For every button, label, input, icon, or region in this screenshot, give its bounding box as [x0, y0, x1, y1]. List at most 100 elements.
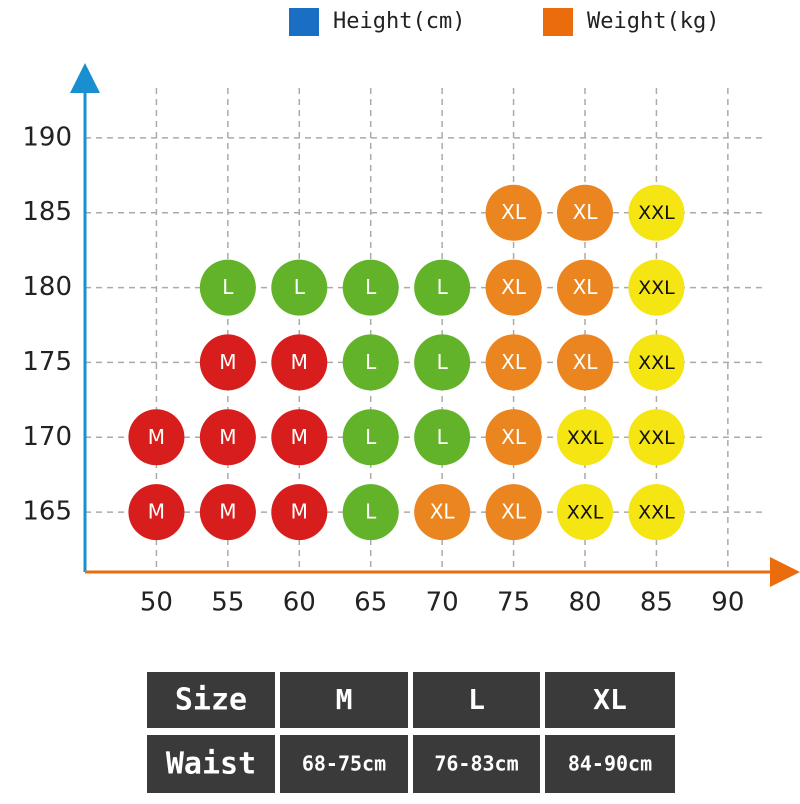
x-tick-label: 90 — [711, 588, 744, 618]
size-label: XXL — [638, 502, 675, 524]
size-label: M — [219, 350, 236, 374]
size-point — [557, 184, 613, 241]
size-label: XL — [501, 500, 527, 524]
size-point — [342, 334, 399, 391]
size-label: M — [291, 425, 308, 449]
row-header: Size — [175, 683, 247, 718]
legend-swatch — [543, 8, 573, 36]
size-label: L — [365, 500, 377, 524]
size-point — [199, 484, 256, 541]
x-tick-label: 55 — [211, 588, 244, 618]
table-cell — [545, 735, 675, 793]
size-point — [628, 259, 685, 316]
size-label: L — [437, 425, 449, 449]
y-tick-label: 185 — [22, 197, 72, 227]
table-value: M — [336, 683, 353, 716]
legend-label: Weight(kg) — [587, 9, 719, 34]
y-tick-label: 165 — [22, 497, 72, 527]
size-point — [628, 484, 685, 541]
table-cell — [147, 735, 275, 793]
size-label: XL — [501, 275, 527, 299]
size-label: L — [294, 275, 306, 299]
size-point — [557, 334, 613, 391]
size-point — [628, 409, 685, 466]
size-point — [128, 409, 185, 466]
size-point — [628, 334, 685, 391]
size-label: L — [437, 275, 449, 299]
table-value: L — [468, 683, 485, 716]
table-cell — [280, 672, 408, 728]
table-value: 68-75cm — [302, 752, 386, 776]
size-label: M — [219, 425, 236, 449]
size-label: M — [291, 500, 308, 524]
size-label: L — [365, 425, 377, 449]
size-point — [485, 184, 542, 241]
size-label: L — [222, 275, 234, 299]
x-tick-label: 85 — [640, 588, 673, 618]
size-point — [414, 409, 471, 466]
x-tick-label: 65 — [354, 588, 387, 618]
table-value: 76-83cm — [434, 752, 518, 776]
size-label: XXL — [567, 427, 604, 449]
x-tick-label: 80 — [568, 588, 601, 618]
size-label: XL — [430, 500, 456, 524]
x-tick-label: 75 — [497, 588, 530, 618]
size-point — [271, 334, 328, 391]
table-cell — [413, 735, 540, 793]
size-point — [199, 409, 256, 466]
size-label: XXL — [638, 352, 675, 374]
x-tick-label: 70 — [426, 588, 459, 618]
size-point — [485, 259, 542, 316]
legend-swatch — [289, 8, 319, 36]
size-point — [485, 484, 542, 541]
size-label: M — [148, 425, 165, 449]
size-point — [271, 484, 328, 541]
size-point — [414, 484, 471, 541]
size-label: XXL — [567, 502, 604, 524]
table-cell — [545, 672, 675, 728]
size-label: XXL — [638, 427, 675, 449]
table-value: XL — [593, 683, 627, 716]
size-point — [128, 484, 185, 541]
size-label: XL — [573, 275, 599, 299]
size-point — [342, 409, 399, 466]
size-point — [628, 184, 685, 241]
y-tick-label: 170 — [22, 422, 72, 452]
row-header: Waist — [166, 747, 256, 782]
size-point — [485, 334, 542, 391]
size-label: XL — [501, 350, 527, 374]
size-label: XL — [573, 350, 599, 374]
table-cell — [280, 735, 408, 793]
size-label: XL — [501, 200, 527, 224]
x-tick-label: 60 — [283, 588, 316, 618]
size-label: M — [148, 500, 165, 524]
table-cell — [413, 672, 540, 728]
size-point — [199, 259, 256, 316]
size-label: XXL — [638, 202, 675, 224]
size-point — [557, 259, 613, 316]
size-point — [342, 259, 399, 316]
size-label: XL — [501, 425, 527, 449]
size-point — [414, 259, 471, 316]
size-label: XXL — [638, 277, 675, 299]
size-point — [414, 334, 471, 391]
x-tick-label: 50 — [140, 588, 173, 618]
size-label: M — [219, 500, 236, 524]
y-tick-label: 175 — [22, 347, 72, 377]
size-label: L — [437, 350, 449, 374]
size-point — [485, 409, 542, 466]
y-tick-label: 180 — [22, 272, 72, 302]
size-label: M — [291, 350, 308, 374]
table-value: 84-90cm — [568, 752, 652, 776]
size-point — [199, 334, 256, 391]
size-point — [271, 409, 328, 466]
size-point — [342, 484, 399, 541]
size-point — [271, 259, 328, 316]
y-tick-label: 190 — [22, 122, 72, 152]
legend-label: Height(cm) — [333, 9, 465, 34]
size-point — [557, 409, 613, 466]
size-point — [557, 484, 613, 541]
size-label: XL — [573, 200, 599, 224]
table-cell — [147, 672, 275, 728]
